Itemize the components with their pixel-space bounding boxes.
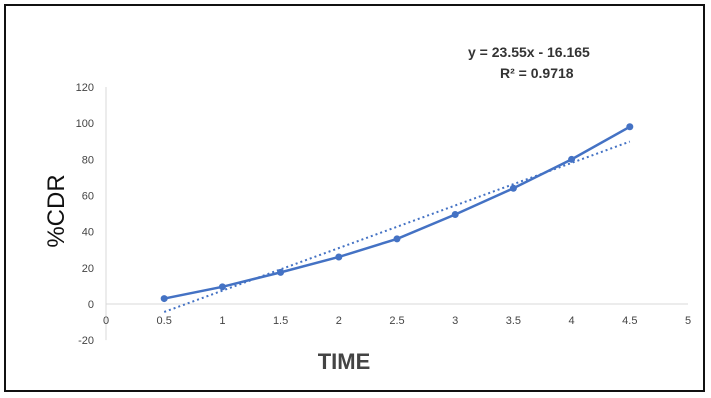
x-tick-label: 3 (452, 315, 458, 327)
data-point (509, 184, 517, 192)
y-tick-label: -20 (78, 335, 94, 347)
x-tick-label: 5 (685, 315, 691, 327)
data-point (451, 210, 459, 218)
x-tick-label: 0 (103, 315, 109, 327)
x-tick-label: 2 (336, 315, 342, 327)
data-points (160, 123, 634, 303)
data-point (393, 235, 401, 243)
x-tick-label: 4.5 (622, 315, 637, 327)
x-axis-title: TIME (318, 349, 371, 374)
trendline (163, 140, 631, 313)
x-tick-label: 0.5 (157, 315, 172, 327)
x-tick-label: 2.5 (389, 315, 404, 327)
y-tick-label: 20 (82, 263, 94, 275)
data-point (160, 295, 168, 303)
data-point (277, 268, 285, 276)
data-point (335, 253, 343, 261)
tick-labels: -20 0 20 40 60 80 100 120 0 0.5 1 1.5 2 2.5 3 3.5 4 4.5 5 (76, 82, 691, 347)
y-axis-title: %CDR (43, 174, 70, 247)
data-point (626, 123, 634, 131)
y-tick-label: 120 (76, 82, 94, 94)
x-tick-label: 4 (569, 315, 575, 327)
y-tick-label: 40 (82, 227, 94, 239)
r-squared-label: R² = 0.9718 (500, 65, 574, 81)
y-tick-label: 100 (76, 118, 94, 130)
x-tick-label: 1.5 (273, 315, 288, 327)
x-tick-label: 1 (219, 315, 225, 327)
trendline-equation: y = 23.55x - 16.165 (468, 44, 590, 60)
chart-frame: -20 0 20 40 60 80 100 120 0 0.5 1 1.5 2 2.5 3 3.5 4 4.5 5 … (4, 4, 705, 392)
y-tick-label: 80 (82, 154, 94, 166)
y-tick-label: 0 (88, 299, 94, 311)
x-tick-label: 3.5 (506, 315, 521, 327)
series-line (163, 125, 631, 300)
y-tick-label: 60 (82, 191, 94, 203)
data-point (568, 155, 576, 163)
data-point (218, 283, 226, 291)
